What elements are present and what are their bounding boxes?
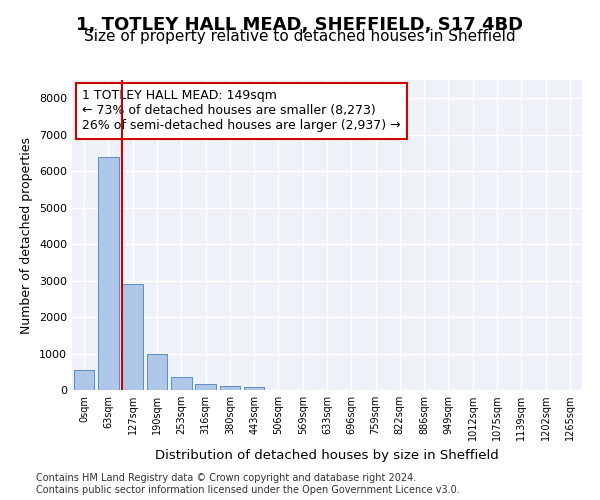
Bar xyxy=(195,384,216,390)
Y-axis label: Number of detached properties: Number of detached properties xyxy=(20,136,34,334)
Text: 1, TOTLEY HALL MEAD, SHEFFIELD, S17 4BD: 1, TOTLEY HALL MEAD, SHEFFIELD, S17 4BD xyxy=(76,16,524,34)
Text: 1 TOTLEY HALL MEAD: 149sqm
← 73% of detached houses are smaller (8,273)
26% of s: 1 TOTLEY HALL MEAD: 149sqm ← 73% of deta… xyxy=(82,90,401,132)
Bar xyxy=(122,284,143,390)
X-axis label: Distribution of detached houses by size in Sheffield: Distribution of detached houses by size … xyxy=(155,448,499,462)
Bar xyxy=(244,388,265,390)
Bar xyxy=(220,386,240,390)
Bar xyxy=(171,377,191,390)
Bar xyxy=(146,354,167,390)
Bar xyxy=(98,156,119,390)
Text: Contains HM Land Registry data © Crown copyright and database right 2024.
Contai: Contains HM Land Registry data © Crown c… xyxy=(36,474,460,495)
Bar xyxy=(74,370,94,390)
Text: Size of property relative to detached houses in Sheffield: Size of property relative to detached ho… xyxy=(84,28,516,44)
